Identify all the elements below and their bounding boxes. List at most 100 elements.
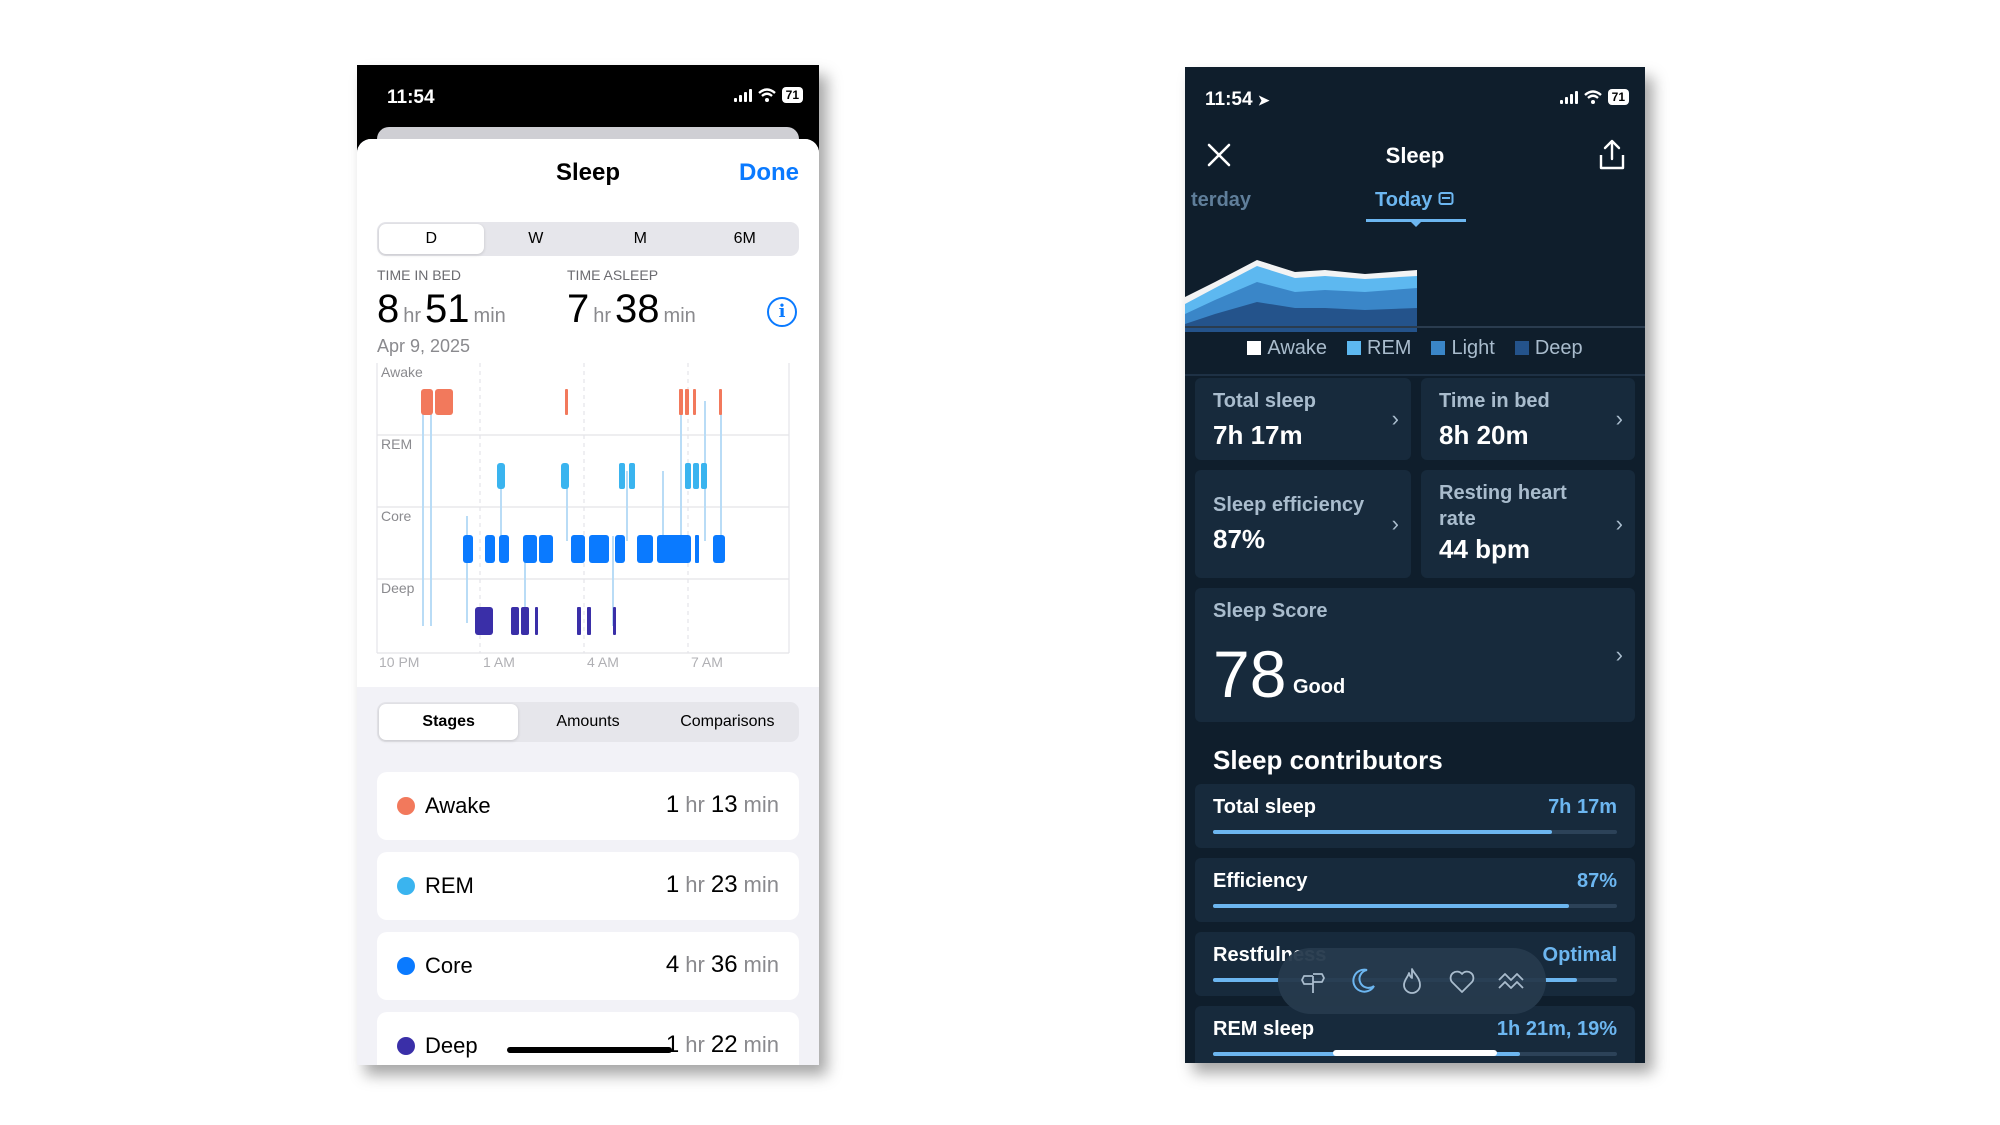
stage-duration: 1 hr 23 min (665, 871, 779, 898)
page-title: Sleep (555, 159, 621, 186)
stage-name: Awake (425, 793, 491, 818)
chevron-right-icon: › (1391, 406, 1399, 431)
wifi-icon (1583, 90, 1602, 104)
readiness-icon[interactable] (1298, 966, 1328, 996)
day-selector: terday Today (1185, 189, 1645, 225)
period-selector: D W M 6M (377, 222, 799, 256)
sleep-score-rating: Good (1293, 676, 1346, 698)
contributor-label: Efficiency (1213, 870, 1308, 892)
stage-name: Core (425, 953, 473, 978)
time-tick-label: 1 AM (483, 654, 515, 670)
stage-duration: 4 hr 36 min (665, 951, 779, 978)
stage-row-awake[interactable]: Awake 1 hr 13 min (377, 772, 799, 840)
sleep-hypnogram (1185, 260, 1417, 332)
status-time: 11:54 (387, 87, 435, 108)
home-indicator (507, 1047, 672, 1053)
time-in-bed-tile[interactable]: Time in bed 8h 20m › (1421, 378, 1635, 460)
stage-row-deep[interactable]: Deep 1 hr 22 min (377, 1012, 799, 1065)
stage-axis-label: Deep (381, 580, 415, 596)
contributors-heading: Sleep contributors (1213, 745, 1443, 775)
waves-icon[interactable] (1496, 966, 1526, 996)
tile-label: Total sleep (1213, 390, 1316, 412)
home-indicator (1333, 1050, 1497, 1056)
legend-item-awake: Awake (1247, 337, 1327, 360)
stage-duration: 1 hr 13 min (665, 791, 779, 818)
view-selector: Stages Amounts Comparisons (377, 702, 799, 742)
oura-phone: 11:54 ➤ 71 Sleep terday Today Awake REM … (1185, 67, 1645, 1063)
deep-color-dot (397, 1037, 415, 1055)
sleep-sheet: Sleep Done D W M 6M TIME IN BED 8 hr 51 min… (357, 139, 819, 1065)
tile-label: Resting heart rate (1439, 482, 1567, 530)
tile-label: Sleep Score (1213, 600, 1328, 622)
tab-today[interactable]: Today (1375, 189, 1454, 212)
stage-axis-label: REM (381, 436, 412, 452)
tab-amounts[interactable]: Amounts (556, 713, 620, 730)
contributor-value: 87% (1576, 870, 1617, 892)
apple-health-phone: 11:54 71 Sleep Done D W M 6M TIME IN BED… (357, 65, 819, 1065)
contributor-row[interactable]: Total sleep 7h 17m (1195, 784, 1635, 848)
contributor-label: Total sleep (1213, 796, 1316, 818)
sleep-efficiency-tile[interactable]: Sleep efficiency 87% › (1195, 470, 1411, 578)
moon-icon[interactable] (1347, 966, 1377, 996)
chevron-right-icon: › (1615, 511, 1623, 536)
contributor-value: 1h 21m, 19% (1496, 1018, 1617, 1040)
status-time: 11:54 ➤ (1205, 89, 1270, 110)
legend-item-deep: Deep (1514, 337, 1583, 360)
contributor-label: REM sleep (1213, 1018, 1315, 1040)
tile-value: 44 bpm (1439, 534, 1531, 564)
chart-baseline (1185, 326, 1645, 328)
sleep-stages-chart: Awake REM Core Deep 10 PM 1 AM 4 AM 7 AM (376, 363, 790, 670)
awake-color-dot (397, 797, 415, 815)
resting-heart-rate-tile[interactable]: Resting heart rate 44 bpm › (1421, 470, 1635, 578)
tab-yesterday[interactable]: terday (1191, 189, 1252, 211)
tab-comparisons[interactable]: Comparisons (680, 713, 775, 730)
stage-axis-label: Awake (381, 364, 423, 380)
status-bar: 11:54 ➤ 71 (1185, 67, 1645, 117)
stage-name: Deep (425, 1033, 478, 1058)
sleep-summary-panel: Sleep Done D W M 6M TIME IN BED 8 hr 51 min… (357, 139, 819, 687)
close-icon[interactable] (1205, 141, 1233, 169)
stage-row-core[interactable]: Core 4 hr 36 min (377, 932, 799, 1000)
total-sleep-tile[interactable]: Total sleep 7h 17m › (1195, 378, 1411, 460)
stage-name: REM (425, 873, 474, 898)
contributor-bar (1213, 904, 1617, 908)
done-button[interactable]: Done (739, 159, 799, 186)
time-in-bed-value: 8 hr 51 min (377, 287, 506, 331)
page-title: Sleep (1385, 143, 1445, 168)
stage-row-rem[interactable]: REM 1 hr 23 min (377, 852, 799, 920)
period-tab-6month[interactable]: 6M (733, 230, 756, 247)
chevron-right-icon: › (1615, 406, 1623, 431)
chart-legend: Awake REM Light Deep (1185, 337, 1645, 360)
sleep-score-tile[interactable]: Sleep Score 78 Good › (1195, 588, 1635, 722)
bottom-nav (1278, 948, 1546, 1014)
legend-item-light: Light (1431, 337, 1495, 360)
period-tab-month[interactable]: M (633, 230, 647, 247)
share-icon[interactable] (1597, 139, 1627, 171)
period-tab-week[interactable]: W (528, 230, 544, 247)
contributor-value: 7h 17m (1548, 796, 1617, 818)
time-tick-label: 4 AM (587, 654, 619, 670)
tab-caret-icon (1409, 220, 1423, 227)
tile-label: Time in bed (1439, 390, 1550, 412)
time-tick-label: 10 PM (379, 654, 419, 670)
flame-icon[interactable] (1397, 966, 1427, 996)
signal-icon (733, 88, 752, 102)
legend-item-rem: REM (1347, 337, 1411, 360)
core-color-dot (397, 957, 415, 975)
wifi-icon (757, 88, 776, 102)
status-bar: 11:54 71 (357, 65, 819, 127)
tile-value: 8h 20m (1439, 420, 1529, 450)
tile-value: 7h 17m (1213, 420, 1303, 450)
info-icon[interactable]: i (767, 297, 797, 327)
period-tab-day[interactable]: D (379, 224, 484, 254)
battery-icon: 71 (1607, 89, 1629, 105)
signal-icon (1559, 90, 1578, 104)
tab-stages[interactable]: Stages (379, 704, 519, 740)
sleep-score-value: 78 (1213, 637, 1287, 711)
divider (1185, 374, 1645, 376)
contributor-row[interactable]: Efficiency 87% (1195, 858, 1635, 922)
time-in-bed-label: TIME IN BED (377, 267, 462, 283)
heart-icon[interactable] (1447, 966, 1477, 996)
contributor-value: Optimal (1542, 944, 1617, 966)
battery-icon: 71 (781, 87, 803, 103)
